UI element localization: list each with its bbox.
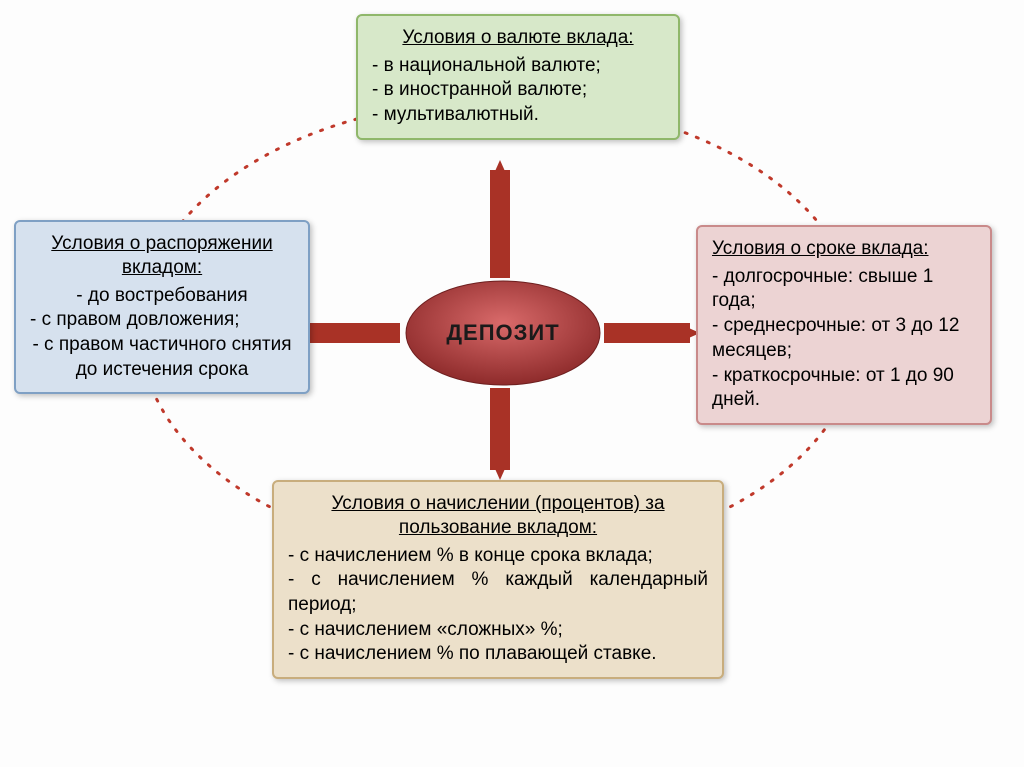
box-disposal-item: - с правом довложения; [30,308,294,333]
box-interest-item: - с начислением % по плавающей ставке. [288,642,708,667]
box-currency: Условия о валюте вклада: - в национально… [356,14,680,140]
box-term-item: - краткосрочные: от 1 до 90 дней. [712,364,976,413]
box-disposal-item: - с правом частичного снятия до истечени… [30,333,294,382]
box-currency-item: - мультивалютный. [372,103,664,128]
box-interest: Условия о начислении (процентов) за поль… [272,480,724,679]
box-term: Условия о сроке вклада: - долгосрочные: … [696,225,992,425]
box-currency-item: - в иностранной валюте; [372,78,664,103]
box-interest-title: Условия о начислении (процентов) за поль… [288,492,708,540]
box-disposal-item: - до востребования [30,284,294,309]
box-term-item: - среднесрочные: от 3 до 12 месяцев; [712,314,976,363]
center-node: ДЕПОЗИТ [408,283,598,383]
box-term-title: Условия о сроке вклада: [712,237,976,261]
box-currency-item: - в национальной валюте; [372,54,664,79]
box-interest-item: - с начислением % каждый календарный пер… [288,568,708,617]
box-currency-title: Условия о валюте вклада: [372,26,664,50]
box-interest-item: - с начислением % в конце срока вклада; [288,544,708,569]
box-disposal-title: Условия о распоряжении вкладом: [30,232,294,280]
center-label: ДЕПОЗИТ [446,320,559,346]
box-interest-item: - с начислением «сложных» %; [288,618,708,643]
box-term-item: - долгосрочные: свыше 1 года; [712,265,976,314]
box-disposal: Условия о распоряжении вкладом: - до вос… [14,220,310,394]
